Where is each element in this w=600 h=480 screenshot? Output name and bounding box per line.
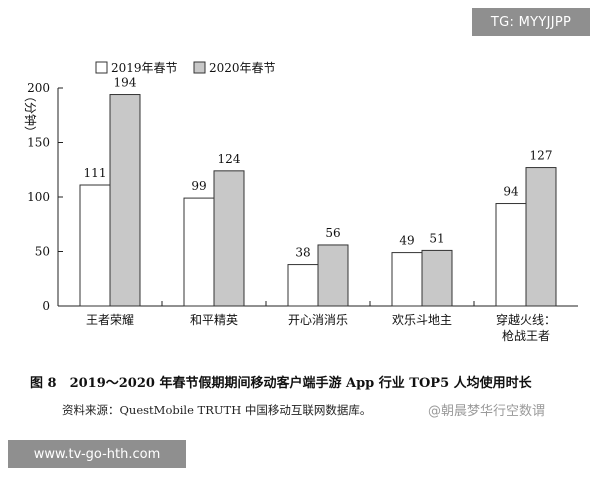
bar xyxy=(287,264,319,307)
legend-swatch xyxy=(193,61,206,74)
y-tick-label: 0 xyxy=(42,299,50,313)
watermark-bottom: www.tv-go-hth.com xyxy=(8,440,186,468)
bar-value-label: 111 xyxy=(84,166,107,180)
x-tick-label: 王者荣耀 xyxy=(86,313,134,327)
data-source: 资料来源：QuestMobile TRUTH 中国移动互联网数据库。 xyxy=(62,403,372,417)
bar-value-label: 51 xyxy=(429,231,444,245)
bar-chart: 0 50 100 150 200（分钟） 111 194 王者荣耀 99 124 和平精英 38 56 开… xyxy=(23,61,578,343)
bar xyxy=(109,94,141,307)
legend-label: 2019年春节 xyxy=(111,61,178,75)
bar xyxy=(525,167,557,307)
figure-caption: 图 8 2019～2020 年春节假期期间移动客户端手游 App 行业 TOP5… xyxy=(30,376,532,391)
watermark-top: TG: MYYJJPP xyxy=(472,8,590,36)
bar-value-label: 56 xyxy=(325,226,340,240)
legend-label: 2020年春节 xyxy=(209,61,276,75)
legend-swatch xyxy=(95,61,108,74)
bar-value-label: 99 xyxy=(191,179,206,193)
watermark-overlay: @朝晨梦华行空数谓 xyxy=(428,404,546,419)
x-tick-label: 穿越火线： xyxy=(496,312,556,327)
y-tick-label: 100 xyxy=(27,190,50,204)
bar-value-label: 124 xyxy=(218,152,241,166)
bar-value-label: 49 xyxy=(399,234,414,248)
bar xyxy=(183,197,215,307)
bar-value-label: 127 xyxy=(530,149,553,163)
x-tick-label: 开心消消乐 xyxy=(288,313,348,327)
y-tick-label: 150 xyxy=(27,136,50,150)
bar xyxy=(79,184,111,307)
x-tick-label: 和平精英 xyxy=(190,313,238,327)
bar xyxy=(495,203,527,307)
bar-value-label: 38 xyxy=(295,246,310,260)
bar xyxy=(317,244,349,307)
bar xyxy=(391,252,423,307)
bar-value-label: 194 xyxy=(114,76,137,90)
y-tick-label: 50 xyxy=(35,245,50,259)
x-tick-label: 欢乐斗地主 xyxy=(392,312,452,327)
bar-value-label: 94 xyxy=(503,185,519,199)
x-tick-label: 枪战王者 xyxy=(502,328,550,343)
y-tick-label: 200 xyxy=(27,81,50,95)
bar xyxy=(421,249,453,307)
y-axis-label: （分钟） xyxy=(23,90,38,138)
bar xyxy=(213,170,245,307)
